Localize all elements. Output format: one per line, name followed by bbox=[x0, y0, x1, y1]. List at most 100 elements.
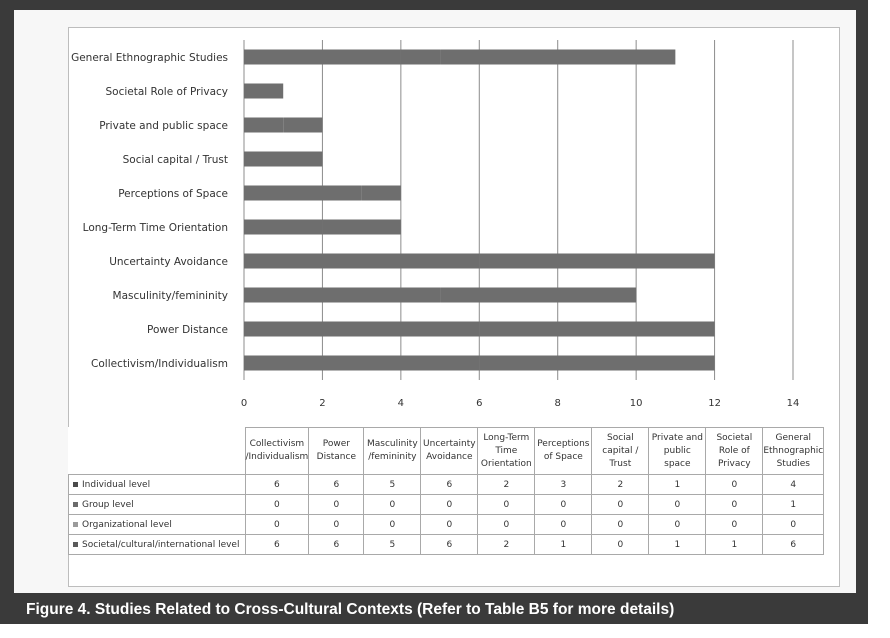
table-cell: 0 bbox=[534, 494, 593, 515]
table-column-header: Collectivism /Individualism bbox=[244, 427, 310, 475]
bar-segment bbox=[479, 355, 715, 371]
bar-segment bbox=[283, 117, 323, 133]
bar-segment bbox=[244, 117, 284, 133]
table-cell: 0 bbox=[244, 494, 310, 515]
table-cell: 6 bbox=[420, 474, 479, 495]
table-cell: 0 bbox=[648, 494, 707, 515]
table-cell: 0 bbox=[591, 494, 650, 515]
legend-series-label: Societal/cultural/international level bbox=[68, 534, 246, 555]
category-label: Social capital / Trust bbox=[123, 154, 228, 166]
table-cell: 1 bbox=[648, 534, 707, 555]
bar-segment bbox=[479, 253, 715, 269]
table-cell: 0 bbox=[705, 474, 764, 495]
table-cell: 0 bbox=[705, 514, 764, 535]
bar-segment bbox=[244, 219, 323, 235]
table-cell: 1 bbox=[534, 534, 593, 555]
table-cell: 0 bbox=[705, 494, 764, 515]
table-row: Group level 0 0 0 0 0 0 0 0 0 1 bbox=[68, 494, 825, 515]
bar-segment bbox=[244, 185, 362, 201]
table-cell: 2 bbox=[591, 474, 650, 495]
table-row: Societal/cultural/international level 6 6 5… bbox=[68, 534, 825, 555]
table-cell: 0 bbox=[420, 514, 479, 535]
legend-series-label: Group level bbox=[68, 494, 246, 515]
table-cell: 0 bbox=[420, 494, 479, 515]
x-tick-label: 10 bbox=[630, 398, 643, 409]
category-label: Power Distance bbox=[147, 324, 228, 336]
table-cell: 0 bbox=[308, 494, 365, 515]
table-column-header: Societal Role of Privacy bbox=[705, 427, 764, 475]
table-column-header: Power Distance bbox=[308, 427, 365, 475]
table-cell: 2 bbox=[477, 474, 536, 495]
bar-segment bbox=[244, 49, 401, 65]
table-column-header: Perceptions of Space bbox=[534, 427, 593, 475]
table-cell: 6 bbox=[420, 534, 479, 555]
x-tick-label: 6 bbox=[476, 398, 482, 409]
x-tick-label: 0 bbox=[241, 398, 247, 409]
x-axis-ticks: 0 2 4 6 8 10 12 14 bbox=[241, 398, 800, 409]
table-cell: 0 bbox=[762, 514, 825, 535]
bar-segment bbox=[440, 287, 637, 303]
category-label: Long-Term Time Orientation bbox=[83, 222, 228, 234]
table-column-header: Uncertainty Avoidance bbox=[420, 427, 479, 475]
table-column-header: General Ethnographic Studies bbox=[762, 427, 825, 475]
table-column-header: Masculinity /femininity bbox=[363, 427, 422, 475]
figure-caption: Figure 4. Studies Related to Cross-Cultu… bbox=[26, 601, 675, 618]
table-cell: 3 bbox=[534, 474, 593, 495]
table-cell: 5 bbox=[363, 474, 422, 495]
bar-segment bbox=[361, 185, 401, 201]
table-cell: 1 bbox=[648, 474, 707, 495]
legend-key bbox=[73, 541, 78, 547]
category-label: Perceptions of Space bbox=[118, 188, 228, 200]
table-cell: 2 bbox=[477, 534, 536, 555]
legend-key bbox=[73, 521, 78, 527]
table-cell: 6 bbox=[308, 534, 365, 555]
bar-segment bbox=[244, 253, 480, 269]
category-label: Uncertainty Avoidance bbox=[109, 256, 228, 268]
table-corner bbox=[69, 428, 246, 475]
table-cell: 0 bbox=[244, 514, 310, 535]
table-cell: 0 bbox=[591, 514, 650, 535]
legend-series-label: Individual level bbox=[68, 474, 246, 495]
table-cell: 4 bbox=[762, 474, 825, 495]
table-column-header: Social capital / Trust bbox=[591, 427, 650, 475]
table-row: Individual level 6 6 5 6 2 3 2 1 0 4 bbox=[68, 474, 825, 495]
bar-segment bbox=[244, 151, 323, 167]
table-cell: 6 bbox=[762, 534, 825, 555]
legend-series-label: Organizational level bbox=[68, 514, 246, 535]
legend-series-name: Group level bbox=[82, 499, 134, 510]
legend-series-name: Organizational level bbox=[82, 519, 172, 530]
bar-segment bbox=[322, 219, 401, 235]
chart-bars bbox=[244, 49, 715, 371]
bar-segment bbox=[244, 287, 441, 303]
table-cell: 0 bbox=[363, 494, 422, 515]
category-labels: Collectivism/Individualism Power Distance… bbox=[71, 52, 228, 370]
table-cell: 6 bbox=[308, 474, 365, 495]
x-tick-label: 14 bbox=[787, 398, 800, 409]
table-cell: 0 bbox=[534, 514, 593, 535]
table-cell: 0 bbox=[477, 494, 536, 515]
bar-segment bbox=[440, 49, 676, 65]
table-row: Organizational level 0 0 0 0 0 0 0 0 0 0 bbox=[68, 514, 825, 535]
table-column-header: Private and public space bbox=[648, 427, 707, 475]
bar-segment bbox=[244, 321, 480, 337]
x-tick-label: 8 bbox=[555, 398, 561, 409]
legend-key bbox=[73, 481, 78, 487]
legend-series-name: Societal/cultural/international level bbox=[82, 539, 240, 550]
category-label: Masculinity/femininity bbox=[113, 290, 228, 302]
table-cell: 1 bbox=[705, 534, 764, 555]
data-table: Collectivism /Individualism Power Distanc… bbox=[68, 427, 825, 555]
legend-key bbox=[73, 501, 78, 507]
bar-segment bbox=[400, 49, 441, 65]
table-cell: 0 bbox=[591, 534, 650, 555]
table-cell: 0 bbox=[363, 514, 422, 535]
table-cell: 6 bbox=[244, 474, 310, 495]
bar-segment bbox=[244, 355, 480, 371]
x-tick-label: 4 bbox=[398, 398, 404, 409]
table-cell: 0 bbox=[308, 514, 365, 535]
bar-chart: Collectivism/Individualism Power Distance… bbox=[71, 40, 800, 409]
x-tick-label: 2 bbox=[319, 398, 325, 409]
table-cell: 0 bbox=[648, 514, 707, 535]
bar-segment bbox=[244, 83, 284, 99]
legend-series-name: Individual level bbox=[82, 479, 151, 490]
category-label: General Ethnographic Studies bbox=[71, 52, 228, 64]
